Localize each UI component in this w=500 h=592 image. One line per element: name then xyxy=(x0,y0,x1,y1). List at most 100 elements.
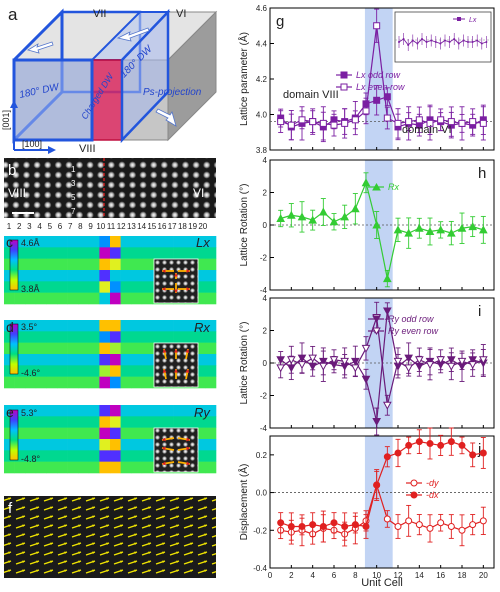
data-point xyxy=(330,121,338,129)
data-point xyxy=(405,517,413,525)
panel-letter-j: j xyxy=(477,441,481,458)
heatmap-cell xyxy=(88,320,100,332)
data-point xyxy=(286,210,296,219)
heatmap-cell xyxy=(46,416,58,428)
inset-point xyxy=(448,41,451,43)
inset-point xyxy=(398,41,400,43)
map-name-d: Rx xyxy=(194,320,210,335)
heatmap-cell xyxy=(205,270,217,282)
arrow-head xyxy=(174,369,178,373)
polarization-arrow-left xyxy=(26,41,54,54)
inset-arrows-ry xyxy=(161,437,191,466)
data-point xyxy=(393,357,403,366)
data-point xyxy=(404,228,414,237)
heatmap-cell xyxy=(4,320,15,332)
column-number: 7 xyxy=(68,222,73,231)
data-point xyxy=(361,375,371,384)
heatmap-cell xyxy=(78,247,90,259)
y-axis-label: Lattice Rotation (°) xyxy=(239,184,250,267)
data-point xyxy=(277,519,285,527)
data-point xyxy=(394,449,402,457)
heatmap-cell xyxy=(99,342,111,355)
heatmap-cell xyxy=(110,461,121,474)
data-point xyxy=(437,519,445,527)
panel-letter-e: e xyxy=(6,404,14,420)
heatmap-cell xyxy=(205,376,217,389)
heatmap-cell xyxy=(205,405,217,417)
column-number: 6 xyxy=(58,222,63,231)
data-point xyxy=(468,222,478,231)
arrow-head xyxy=(185,349,190,353)
heatmap-cell xyxy=(99,331,111,343)
panel-b: b VIII VI 1 3 5 7 1 2 3 4 5 6 7 8 9 10 11 12 13 14 15 1… xyxy=(4,158,216,231)
heatmap-cell xyxy=(120,405,132,417)
chart-frame xyxy=(269,435,495,569)
arrow-head xyxy=(186,461,190,466)
x-tick-label: 14 xyxy=(415,571,424,580)
heatmap-cell xyxy=(25,331,37,343)
heatmap-cell xyxy=(14,439,26,451)
cbar-max-c: 4.6Å xyxy=(21,238,40,248)
column-number: 15 xyxy=(147,222,156,231)
heatmap-cell xyxy=(99,450,111,462)
heatmap-cell xyxy=(25,247,37,259)
heatmap-cell xyxy=(141,270,153,282)
heatmap-cell xyxy=(67,461,79,474)
heatmap-cell xyxy=(4,450,15,462)
heatmap-cell xyxy=(67,292,79,305)
heatmap-cell xyxy=(194,439,206,451)
heatmap-cell xyxy=(131,236,143,248)
heatmap-cell xyxy=(99,405,111,417)
data-point xyxy=(372,418,382,427)
heatmap-cell xyxy=(88,365,100,377)
cbar-max-d: 3.5° xyxy=(21,322,38,332)
heatmap-cell xyxy=(131,405,143,417)
heatmap-cell xyxy=(88,331,100,343)
data-point xyxy=(362,107,370,115)
heatmap-cell xyxy=(194,405,206,417)
data-point xyxy=(297,361,307,370)
heatmap-cell xyxy=(131,439,143,451)
row-num-5: 5 xyxy=(71,193,76,202)
data-point xyxy=(414,356,424,365)
heatmap-cell xyxy=(78,342,90,355)
y-tick-label: 0 xyxy=(263,359,268,368)
heatmap-cell xyxy=(25,354,37,366)
data-point xyxy=(437,116,445,124)
heatmap-cell xyxy=(57,342,68,355)
heatmap-cell xyxy=(14,258,26,271)
panel-e: e 5.3° -4.8° Ry xyxy=(4,404,217,474)
heatmap-cell xyxy=(173,331,185,343)
heatmap-cell xyxy=(4,416,15,428)
heatmap-cell xyxy=(110,450,121,462)
cbar-max-e: 5.3° xyxy=(21,408,38,418)
heatmap-cell xyxy=(78,416,90,428)
chart-panel-h: -4 -2 0 2 4 Lattice Rotation (°) h Rx xyxy=(239,156,495,295)
heatmap-cell xyxy=(25,450,37,462)
arrow-head xyxy=(174,289,178,293)
inset-legend-marker xyxy=(457,17,461,21)
heatmap-cell xyxy=(35,439,47,451)
data-point xyxy=(437,441,445,449)
heatmap-cell xyxy=(4,405,15,417)
data-point xyxy=(393,225,403,234)
heatmap-cell xyxy=(110,427,121,440)
heatmap-cell xyxy=(14,427,26,440)
data-point xyxy=(426,524,434,532)
heatmap-cell xyxy=(14,292,26,305)
heatmap-cell xyxy=(173,416,185,428)
heatmap-cell xyxy=(57,281,68,293)
y-tick-label: 4 xyxy=(263,294,268,303)
panel-f: f xyxy=(4,496,216,578)
row-num-3: 3 xyxy=(71,179,76,188)
180-dw-left xyxy=(12,58,94,142)
heatmap-cell xyxy=(88,270,100,282)
heatmap-cell xyxy=(120,450,132,462)
column-number: 17 xyxy=(168,222,177,231)
heatmap-cell xyxy=(131,461,143,474)
label-b-vi: VI xyxy=(193,186,204,200)
data-point xyxy=(446,228,456,237)
colorbar-rx xyxy=(9,323,19,375)
x-tick-label: 18 xyxy=(458,571,467,580)
heatmap-cell xyxy=(25,461,37,474)
